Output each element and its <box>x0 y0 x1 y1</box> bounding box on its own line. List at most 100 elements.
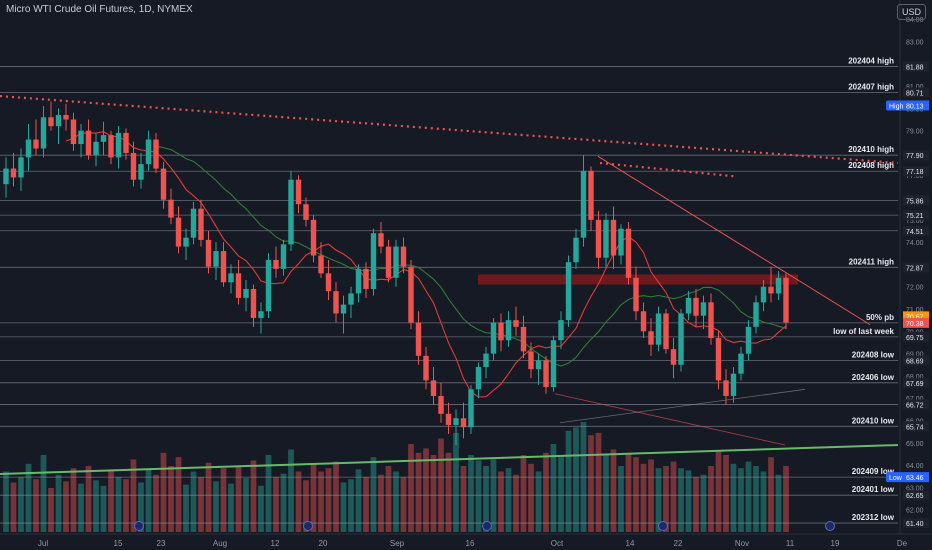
level-price-label: 77.90 <box>906 153 924 160</box>
volume-bar <box>115 477 122 532</box>
price-tick-label: 77.00 <box>906 173 924 180</box>
volume-bar <box>453 433 459 532</box>
volume-bar <box>783 466 789 532</box>
candle-body <box>93 141 99 156</box>
volume-bar <box>573 427 579 532</box>
volume-bar <box>183 484 189 532</box>
level-label: 202312 low <box>852 513 895 522</box>
volume-bar <box>190 471 197 532</box>
time-axis[interactable] <box>0 534 932 550</box>
candle-body <box>168 199 174 218</box>
volume-bar <box>25 463 32 532</box>
candle-body <box>213 251 219 267</box>
event-marker-icon[interactable] <box>134 521 144 531</box>
candle-body <box>198 208 204 240</box>
volume-bar <box>93 480 99 532</box>
candle-body <box>730 373 737 396</box>
volume-bar <box>168 466 174 532</box>
volume-bar <box>213 481 219 532</box>
volume-bar <box>18 477 24 532</box>
price-tick-label: 65.00 <box>906 441 924 448</box>
candle-body <box>258 311 264 318</box>
volume-bar <box>138 482 144 532</box>
candle-body <box>490 322 497 354</box>
candle-body <box>138 164 144 180</box>
level-price-label: 72.87 <box>906 265 924 272</box>
level-label: 202404 high <box>848 56 894 65</box>
volume-bar <box>175 457 182 532</box>
level-price-label: 65.74 <box>906 424 924 431</box>
level-price-label: 75.86 <box>906 199 924 206</box>
candle-body <box>385 246 392 278</box>
candle-body <box>63 115 69 120</box>
candle-body <box>723 380 729 396</box>
volume-bar <box>160 452 167 532</box>
volume-bar <box>205 462 212 532</box>
candle-body <box>273 259 279 269</box>
candle-body <box>355 268 362 294</box>
volume-bar <box>340 482 347 532</box>
candle-body <box>205 239 212 267</box>
price-tick-label: 75.00 <box>906 218 924 225</box>
candle-body <box>295 179 302 205</box>
candle-body <box>655 313 662 345</box>
volume-bar <box>348 479 354 532</box>
level-label: 202411 high <box>849 257 894 266</box>
moving-average-slow <box>155 145 787 367</box>
volume-bar <box>490 459 497 532</box>
candle-body <box>70 119 77 145</box>
time-tick-label: 22 <box>674 539 683 548</box>
volume-bar <box>243 478 249 532</box>
price-badge-tag <box>886 472 905 483</box>
moving-average-fast <box>65 131 787 398</box>
volume-bar <box>40 455 47 532</box>
price-tick-label: 79.00 <box>906 129 924 136</box>
time-tick-label: Oct <box>551 539 564 548</box>
volume-bar <box>273 477 279 532</box>
candle-body <box>250 288 257 318</box>
candle-body <box>348 293 354 305</box>
volume-bar <box>325 468 332 532</box>
candle-body <box>10 168 17 178</box>
volume-bar <box>3 471 9 532</box>
event-marker-icon[interactable] <box>482 521 492 531</box>
volume-bar <box>355 469 362 532</box>
volume-bar <box>10 482 17 532</box>
currency-button[interactable]: USD <box>896 4 926 20</box>
time-tick-label: 12 <box>271 539 280 548</box>
level-label: 202409 low <box>852 467 895 476</box>
level-price-label: 80.71 <box>906 91 924 98</box>
event-marker-icon[interactable] <box>658 521 668 531</box>
volume-bar <box>385 466 392 532</box>
chart-title: Micro WTI Crude Oil Futures, 1D, NYMEX <box>6 4 193 15</box>
level-price-tag <box>903 262 929 273</box>
volume-bar <box>438 438 444 532</box>
level-label: 50% pb <box>866 313 894 322</box>
volume-bar <box>468 455 474 532</box>
candle-body <box>708 302 714 339</box>
event-marker-icon[interactable] <box>825 521 835 531</box>
level-price-label: 67.69 <box>906 381 924 388</box>
candle-body <box>115 132 122 158</box>
level-label: 202410 high <box>848 145 894 154</box>
candle-body <box>235 273 242 298</box>
candle-body <box>468 389 474 428</box>
volume-bar <box>280 473 287 532</box>
volume-bar <box>678 468 684 532</box>
volume-bar <box>685 470 692 532</box>
candle-body <box>145 139 152 165</box>
volume-bar <box>63 481 69 532</box>
volume-bar <box>145 469 152 532</box>
time-tick-label: 14 <box>626 539 635 548</box>
volume-bar <box>513 474 519 532</box>
volume-bar <box>123 479 129 532</box>
event-marker-icon[interactable] <box>303 521 313 531</box>
volume-bar <box>258 485 264 532</box>
level-price-label: 74.51 <box>906 229 924 236</box>
candle-body <box>610 219 617 256</box>
level-price-label: 75.21 <box>906 213 924 220</box>
level-price-label: 77.18 <box>906 169 924 176</box>
volume-bar <box>753 466 759 532</box>
candle-body <box>243 288 249 298</box>
